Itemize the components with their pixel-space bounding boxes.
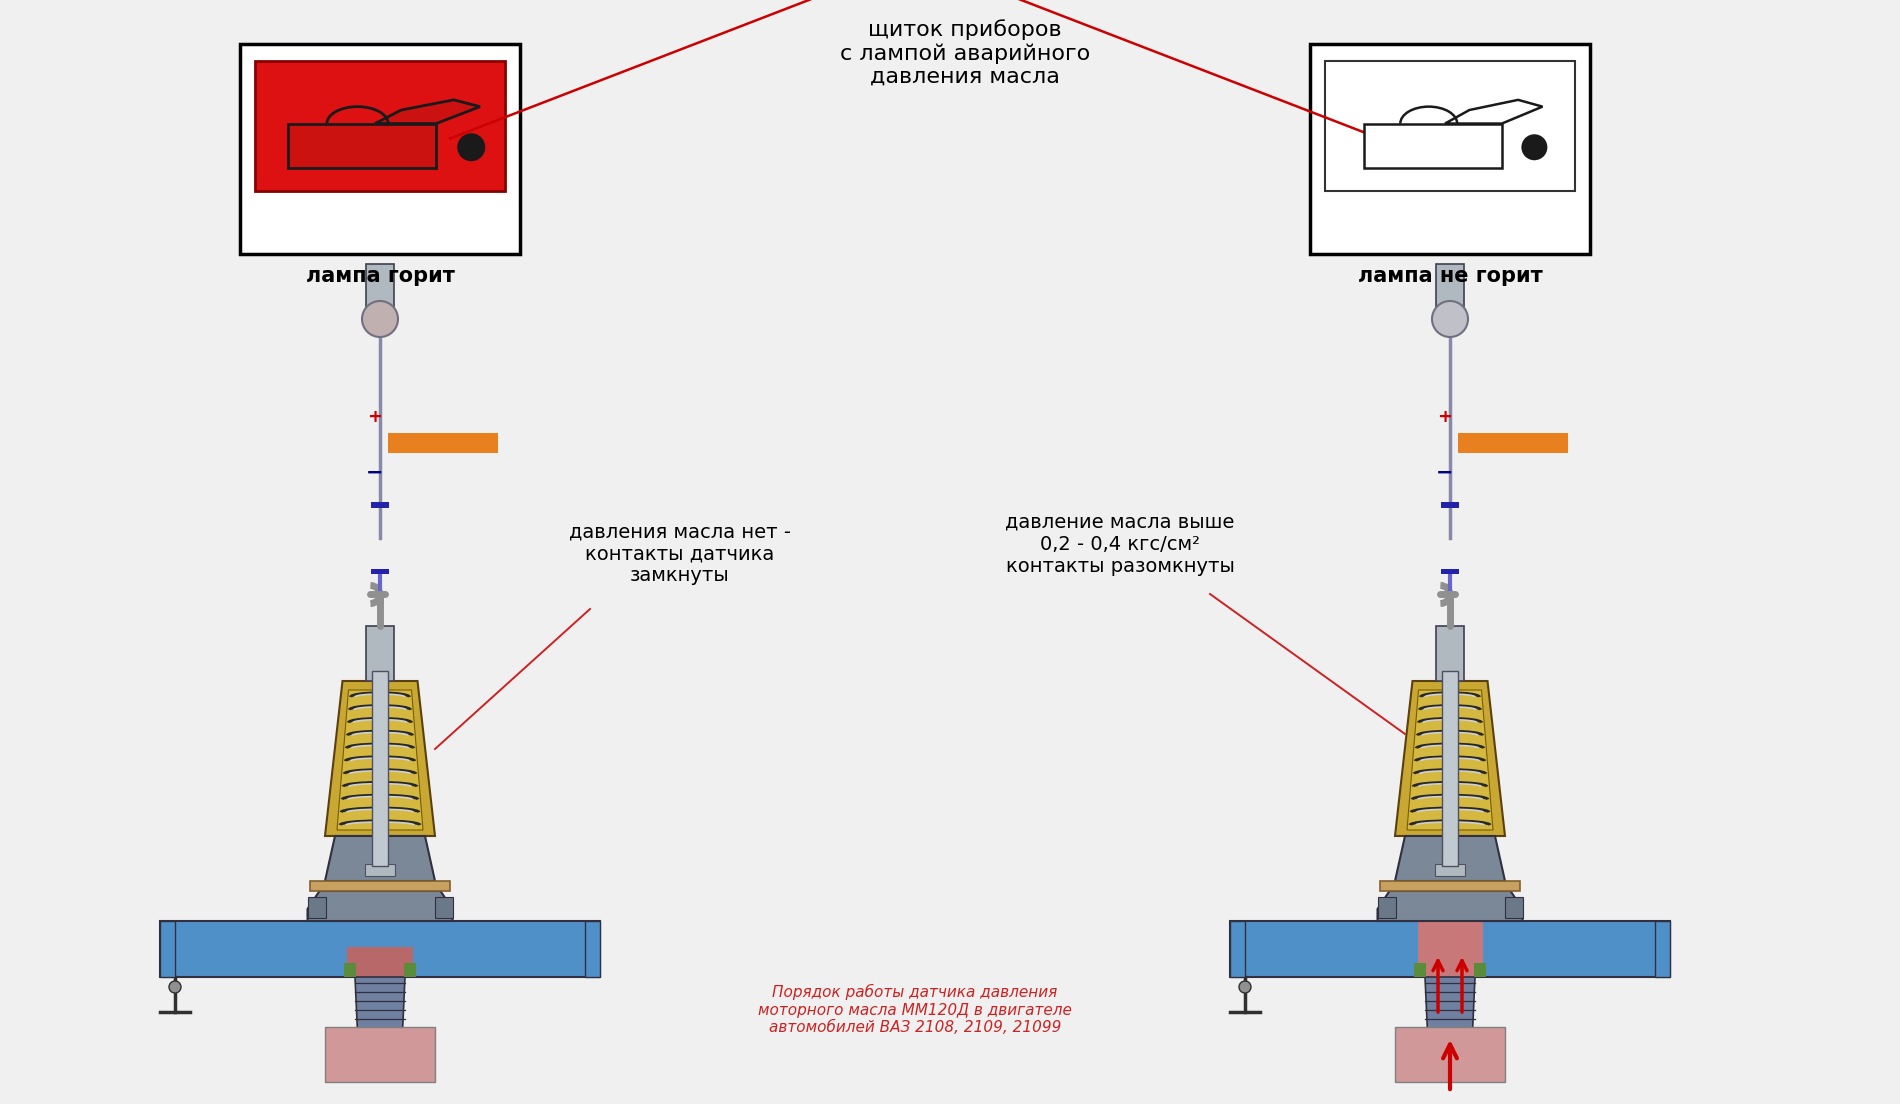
Bar <box>367 626 393 681</box>
Bar <box>585 921 600 977</box>
Text: давления масла нет -
контакты датчика
замкнуты: давления масла нет - контакты датчика за… <box>568 522 790 585</box>
Bar <box>1440 569 1459 574</box>
Bar <box>1457 433 1567 453</box>
Circle shape <box>169 981 180 992</box>
Bar <box>1417 921 1482 977</box>
Bar <box>435 896 452 919</box>
Bar <box>308 896 325 919</box>
Circle shape <box>1522 135 1547 160</box>
Text: давление масла выше
0,2 - 0,4 кгс/см²
контакты разомкнуты: давление масла выше 0,2 - 0,4 кгс/см² ко… <box>1005 512 1235 575</box>
Bar <box>365 864 395 875</box>
Polygon shape <box>308 891 452 921</box>
Polygon shape <box>355 977 405 1032</box>
Polygon shape <box>336 690 424 830</box>
Bar <box>348 947 412 977</box>
Bar <box>1395 1027 1505 1082</box>
Polygon shape <box>325 836 435 881</box>
Bar <box>367 264 393 314</box>
Bar <box>1440 502 1459 508</box>
Polygon shape <box>1395 836 1505 881</box>
Circle shape <box>458 134 484 161</box>
Bar <box>255 61 505 191</box>
Bar <box>1442 671 1457 866</box>
Bar <box>160 921 175 977</box>
Bar <box>325 1027 435 1082</box>
Bar <box>370 569 389 574</box>
Bar <box>1324 61 1575 191</box>
Text: щиток приборов
с лампой аварийного
давления масла: щиток приборов с лампой аварийного давле… <box>840 19 1091 87</box>
Bar <box>1378 896 1395 919</box>
Bar <box>1229 921 1670 977</box>
Bar <box>1379 881 1520 891</box>
Bar <box>1229 921 1244 977</box>
Polygon shape <box>287 124 437 168</box>
Bar <box>1474 963 1486 977</box>
Circle shape <box>1239 981 1250 992</box>
Bar <box>370 502 389 508</box>
Text: лампа горит: лампа горит <box>306 266 454 286</box>
Polygon shape <box>325 681 435 836</box>
Bar <box>1655 921 1670 977</box>
Polygon shape <box>1446 99 1543 124</box>
Text: +: + <box>1438 408 1452 426</box>
Polygon shape <box>1378 891 1522 921</box>
Bar <box>344 963 355 977</box>
Polygon shape <box>1395 681 1505 836</box>
Polygon shape <box>1364 124 1501 168</box>
Bar <box>1414 963 1427 977</box>
Bar <box>310 881 450 891</box>
Text: лампа не горит: лампа не горит <box>1358 266 1543 286</box>
Bar <box>1436 626 1465 681</box>
Bar <box>388 433 498 453</box>
Bar <box>160 921 600 977</box>
Polygon shape <box>1425 977 1474 1032</box>
Circle shape <box>1433 301 1469 337</box>
Bar <box>239 44 521 254</box>
Bar <box>372 671 388 866</box>
Polygon shape <box>374 99 481 124</box>
Bar <box>1436 264 1465 314</box>
Text: −: − <box>1436 463 1454 482</box>
Bar <box>405 963 416 977</box>
Circle shape <box>363 301 397 337</box>
Text: Порядок работы датчика давления
моторного масла ММ120Д в двигателе
автомобилей В: Порядок работы датчика давления моторног… <box>758 984 1072 1036</box>
Text: +: + <box>367 408 382 426</box>
Bar <box>1309 44 1590 254</box>
Polygon shape <box>1408 690 1493 830</box>
Bar <box>1505 896 1522 919</box>
Text: −: − <box>367 463 384 482</box>
Bar <box>1434 864 1465 875</box>
